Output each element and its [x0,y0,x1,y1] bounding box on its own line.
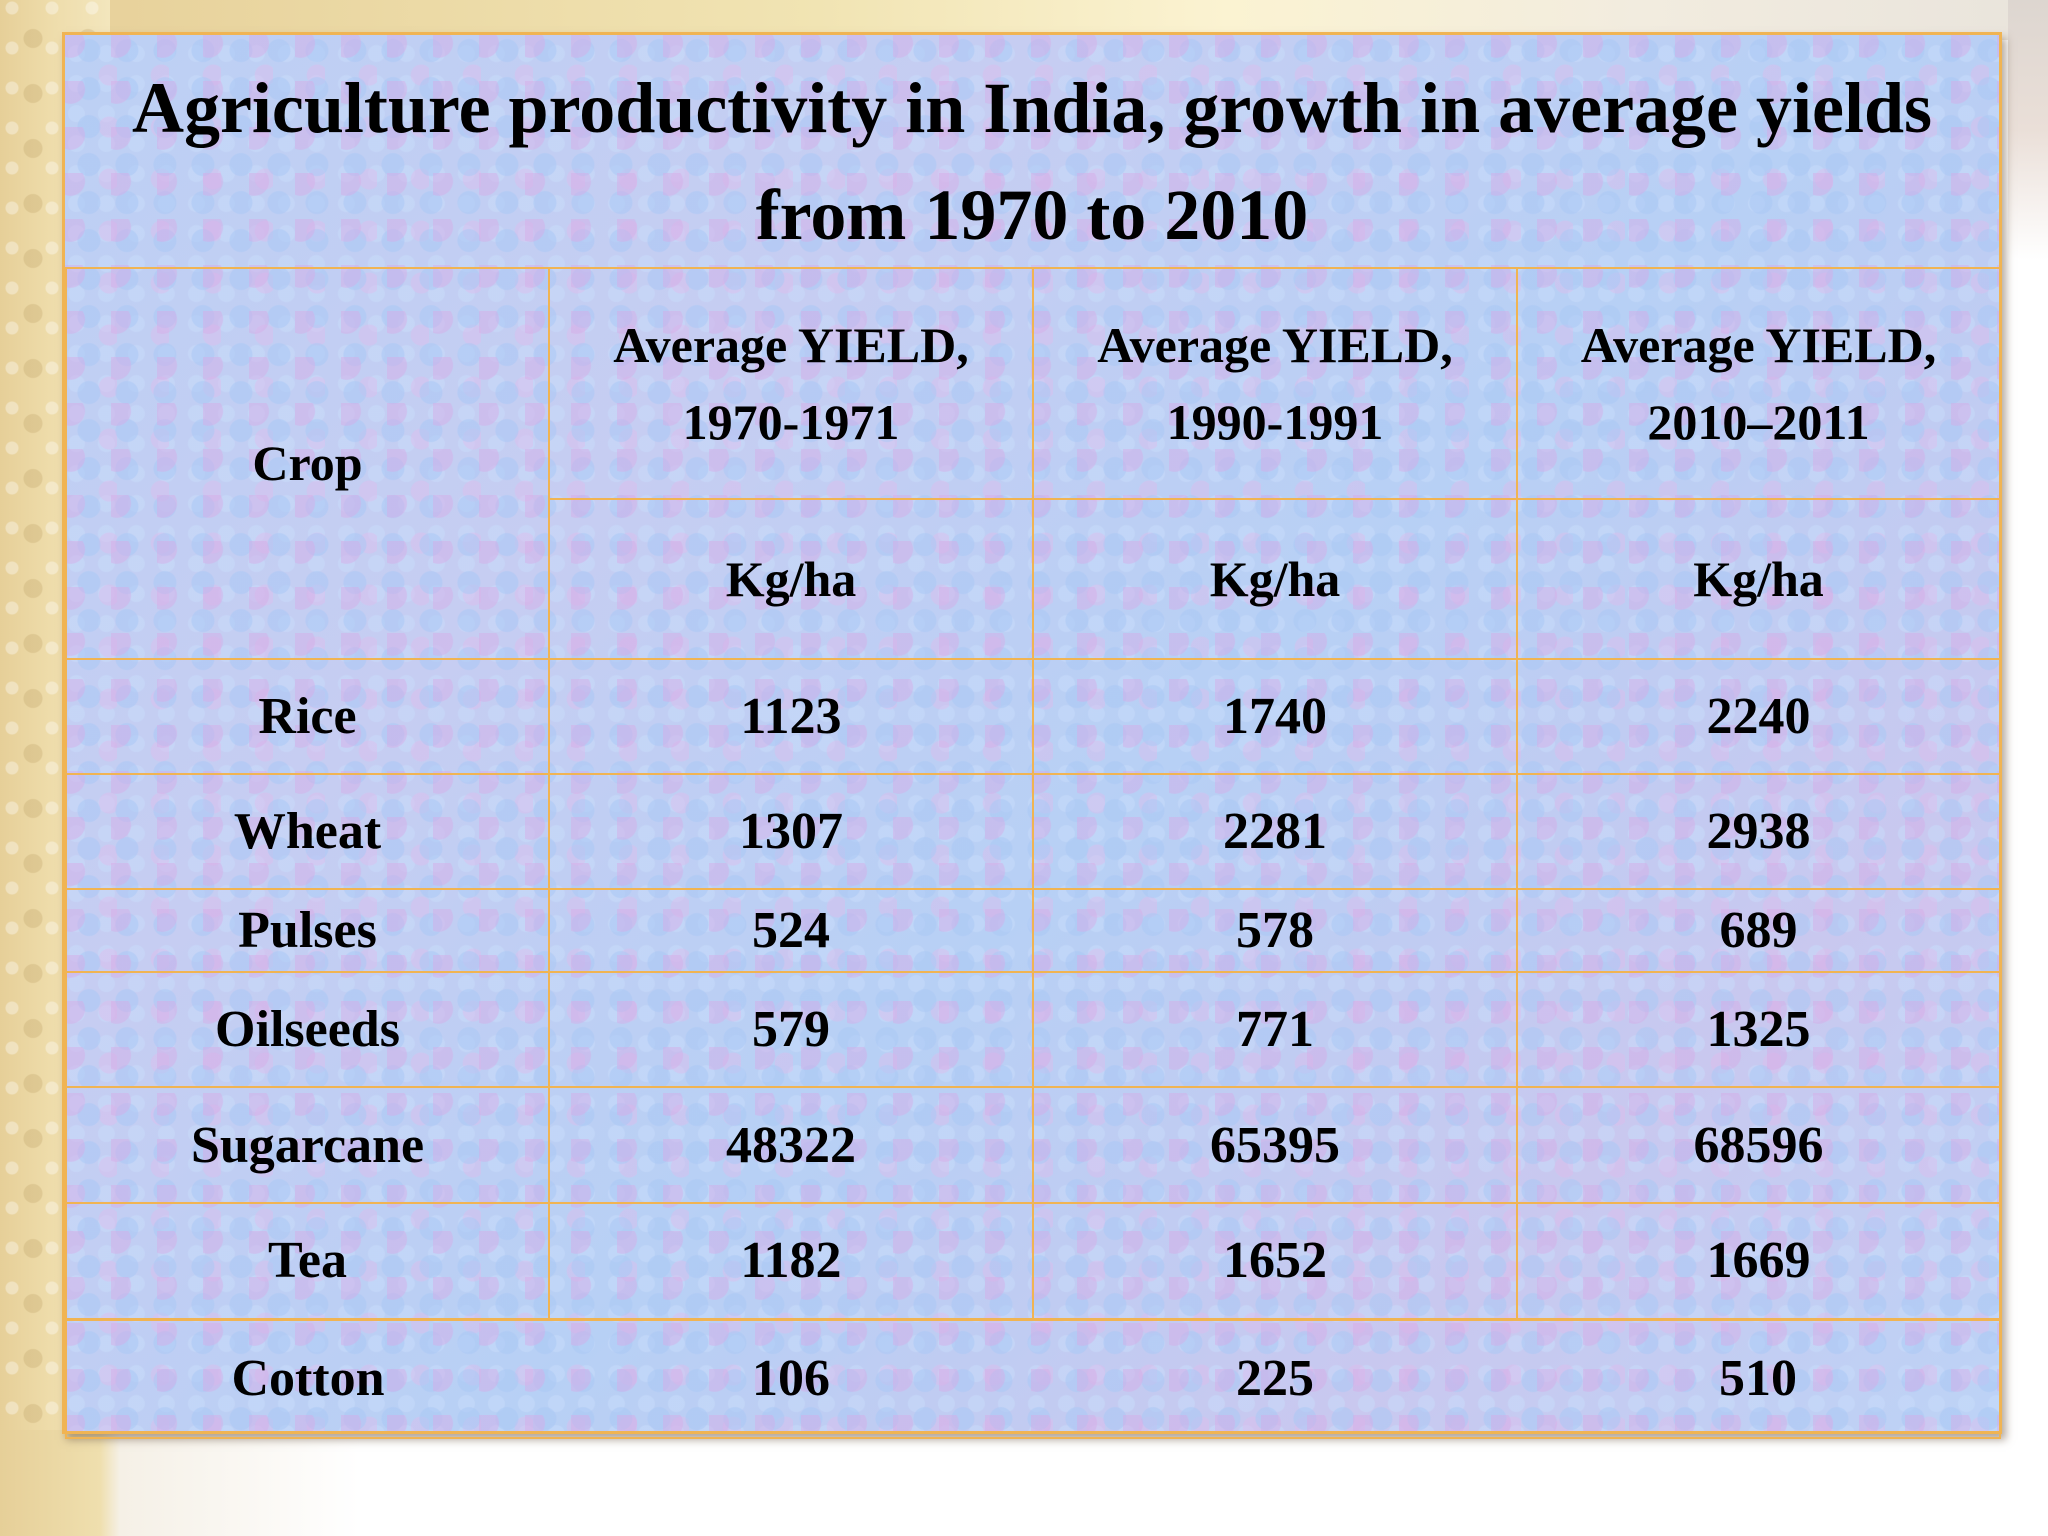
yield-cell: 48322 [548,1086,1034,1204]
yield-cell: 65395 [1032,1086,1518,1204]
yield-cell: 68596 [1516,1086,2001,1204]
unit-header-1970: Kg/ha [548,498,1034,660]
yield-cell: 1325 [1516,971,2001,1088]
header-row: Crop Average YIELD, 1970-1971 Average YI… [65,267,2001,660]
yield-cell: 2281 [1032,773,1518,890]
crop-header: Crop [65,267,550,660]
yield-cell: 1652 [1032,1202,1518,1320]
table-row: Rice 1123 1740 2240 [65,658,2001,775]
yield-cell: 2240 [1516,658,2001,775]
yield-cell: 524 [548,888,1034,973]
yield-cell: 1669 [1516,1202,2001,1320]
period-header-1990: Average YIELD, 1990-1991 [1032,267,1518,500]
yield-cell: 771 [1032,971,1518,1088]
unit-row: Kg/ha Kg/ha Kg/ha [66,498,2001,660]
unit-header-1990: Kg/ha [1032,498,1518,660]
yield-cell: 1123 [548,658,1034,775]
background-bottom [0,1430,2048,1536]
slide-title: Agriculture productivity in India, growt… [131,68,1933,255]
yield-cell: 689 [1516,888,2001,973]
table-row: Cotton 106 225 510 [65,1317,2001,1439]
yield-cell: 578 [1032,888,1518,973]
yield-cell: 1182 [548,1202,1034,1320]
table-row: Oilseeds 579 771 1325 [65,971,2001,1088]
table-row: Wheat 1307 2281 2938 [65,773,2001,890]
table-row: Tea 1182 1652 1669 [65,1202,2001,1320]
crop-name: Oilseeds [65,971,550,1088]
yield-cell: 106 [549,1317,1033,1439]
period-header-1970: Average YIELD, 1970-1971 [548,267,1034,500]
period-header-2010: Average YIELD, 2010–2011 [1516,267,2001,500]
yield-cell: 579 [548,971,1034,1088]
table-row: Sugarcane 48322 65395 68596 [65,1086,2001,1204]
crop-name: Wheat [65,773,550,890]
yield-cell: 510 [1517,1317,2001,1439]
crop-name: Sugarcane [65,1086,550,1204]
crop-name: Rice [65,658,550,775]
yield-cell: 2938 [1516,773,2001,890]
crop-name: Pulses [65,888,550,973]
yield-cell: 1307 [548,773,1034,890]
crop-name: Cotton [65,1317,549,1439]
yield-cell: 1740 [1032,658,1518,775]
yield-table: Crop Average YIELD, 1970-1971 Average YI… [65,267,2001,1439]
slide-panel: Agriculture productivity in India, growt… [62,32,2002,1439]
unit-header-2010: Kg/ha [1516,498,2001,660]
table-row: Pulses 524 578 689 [65,888,2001,973]
crop-name: Tea [65,1202,550,1320]
background-right [2008,0,2048,260]
yield-cell: 225 [1033,1317,1517,1439]
